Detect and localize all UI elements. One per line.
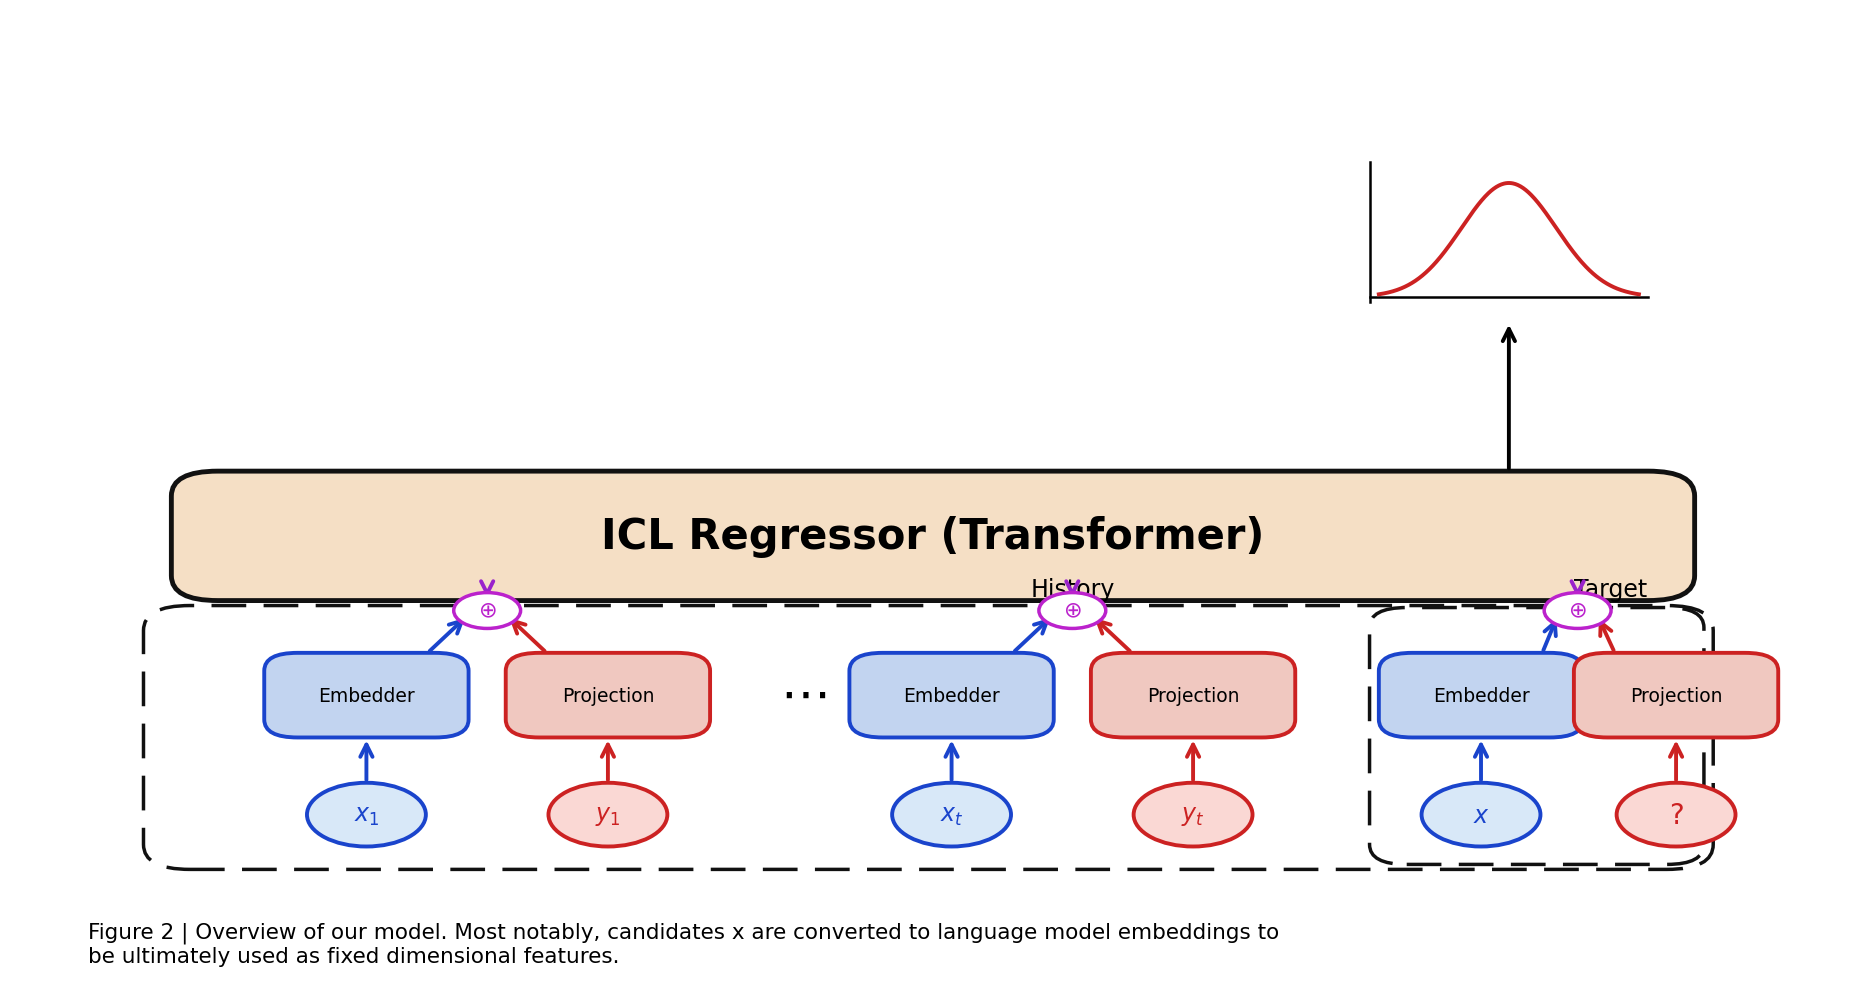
Text: $?$: $?$	[1668, 800, 1683, 828]
Text: Embedder: Embedder	[317, 686, 414, 705]
FancyBboxPatch shape	[1379, 653, 1582, 738]
Circle shape	[1039, 593, 1107, 629]
Text: $x$: $x$	[1472, 802, 1489, 826]
FancyBboxPatch shape	[265, 653, 468, 738]
Circle shape	[1616, 783, 1735, 847]
Text: $x_1$: $x_1$	[355, 802, 379, 826]
Circle shape	[1545, 593, 1610, 629]
Text: Embedder: Embedder	[1433, 686, 1530, 705]
Text: $\oplus$: $\oplus$	[1064, 601, 1082, 621]
Circle shape	[453, 593, 521, 629]
FancyBboxPatch shape	[1573, 653, 1778, 738]
Text: $\oplus$: $\oplus$	[478, 601, 496, 621]
FancyBboxPatch shape	[1092, 653, 1295, 738]
FancyBboxPatch shape	[849, 653, 1054, 738]
Text: Target: Target	[1575, 577, 1648, 601]
Text: Projection: Projection	[1148, 686, 1239, 705]
Text: Projection: Projection	[562, 686, 655, 705]
Circle shape	[308, 783, 425, 847]
Circle shape	[1422, 783, 1541, 847]
Text: Figure 2 | Overview of our model. Most notably, candidates x are converted to la: Figure 2 | Overview of our model. Most n…	[88, 922, 1278, 967]
FancyBboxPatch shape	[172, 471, 1694, 601]
Text: $\oplus$: $\oplus$	[1567, 601, 1586, 621]
Circle shape	[1135, 783, 1252, 847]
Text: Projection: Projection	[1629, 686, 1722, 705]
Text: $y_1$: $y_1$	[595, 802, 621, 826]
Circle shape	[549, 783, 668, 847]
Text: $x_t$: $x_t$	[940, 802, 963, 826]
Circle shape	[892, 783, 1011, 847]
Text: Embedder: Embedder	[903, 686, 1000, 705]
Text: $y_t$: $y_t$	[1181, 802, 1205, 826]
Text: ICL Regressor (Transformer): ICL Regressor (Transformer)	[601, 516, 1265, 558]
Text: History: History	[1030, 577, 1114, 601]
Text: $\cdots$: $\cdots$	[780, 671, 827, 719]
FancyBboxPatch shape	[506, 653, 711, 738]
